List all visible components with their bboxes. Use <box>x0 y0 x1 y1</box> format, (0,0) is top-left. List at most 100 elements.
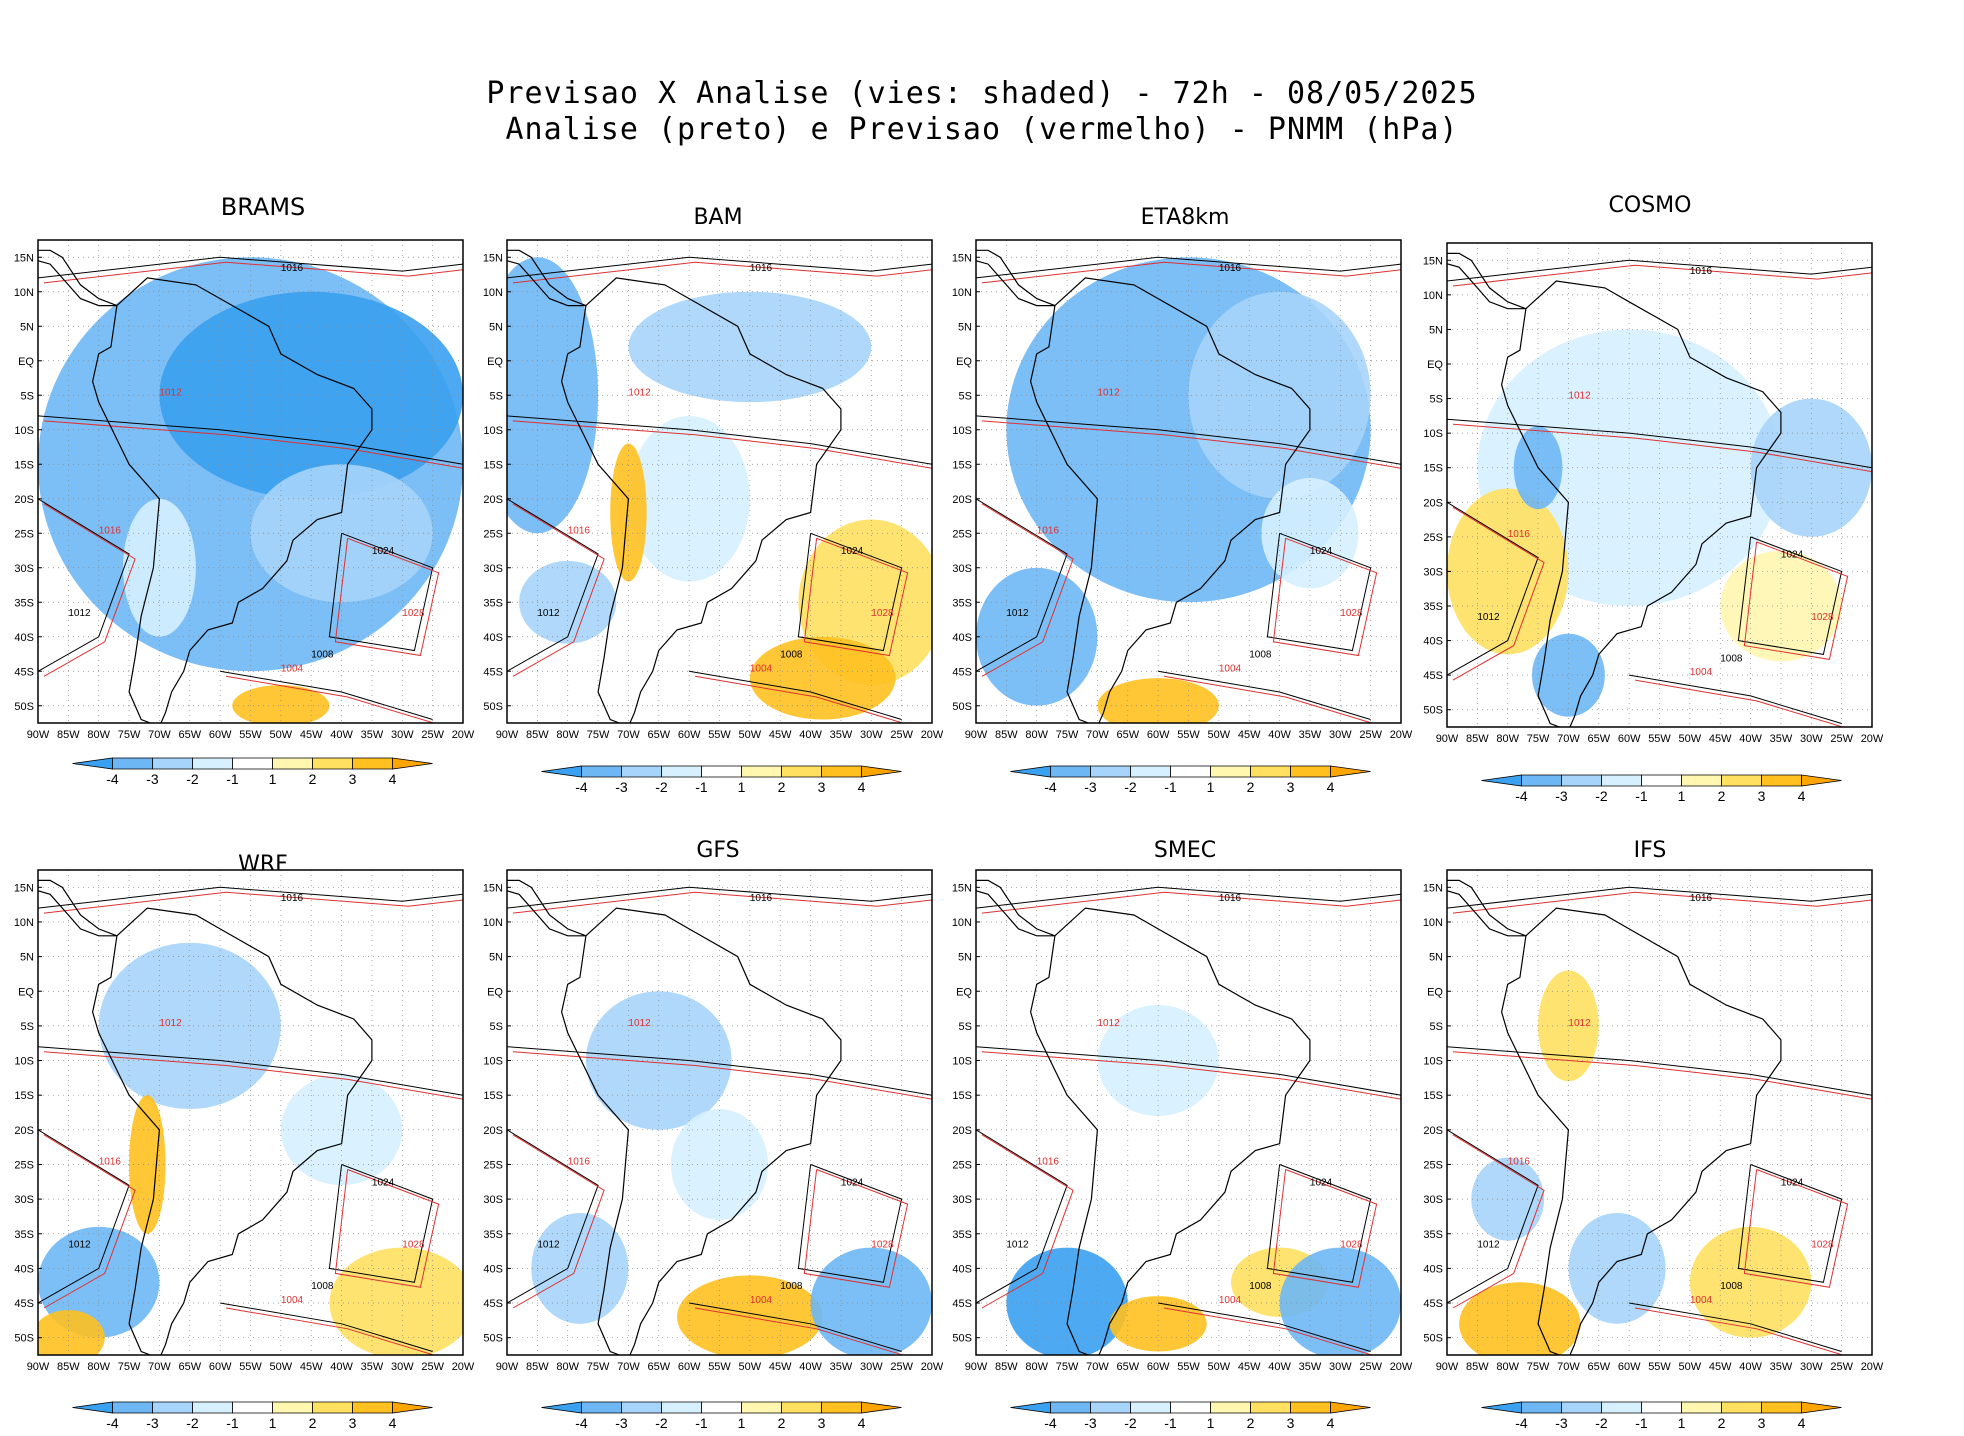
lon-tick-label: 30W <box>1329 1361 1352 1373</box>
lon-tick-label: 85W <box>526 729 549 741</box>
lat-tick-label: 5S <box>1430 1021 1443 1033</box>
isobar-label: 1016 <box>1508 1156 1531 1167</box>
lat-tick-label: 30S <box>1423 1194 1443 1206</box>
lat-tick-label: 20S <box>1423 1125 1443 1137</box>
lat-tick-label: 10N <box>952 917 972 929</box>
lon-tick-label: 85W <box>526 1361 549 1373</box>
analysis-isobar <box>507 498 599 672</box>
isobar-label: 1012 <box>1006 608 1029 619</box>
colorbar-swatch <box>1481 1401 1522 1414</box>
colorbar-swatch <box>352 757 393 770</box>
isobar-label: 1028 <box>871 1240 894 1251</box>
forecast-isobar <box>1635 1307 1845 1355</box>
coastline <box>38 879 118 937</box>
lat-tick-label: 25S <box>14 528 34 540</box>
lat-tick-label: 15N <box>952 882 972 894</box>
bias-shading <box>38 1226 160 1338</box>
colorbar-label: 2 <box>309 1415 317 1431</box>
colorbar-swatch <box>1130 1401 1171 1414</box>
analysis-isobar <box>328 1164 434 1283</box>
lat-tick-label: 40S <box>483 632 503 644</box>
colorbar-label: -4 <box>1515 788 1528 804</box>
colorbar-label: 3 <box>818 779 826 795</box>
lat-tick-label: EQ <box>1427 986 1443 998</box>
colorbar-swatch <box>581 765 622 778</box>
colorbar-swatch <box>1250 765 1291 778</box>
lat-tick-label: 5N <box>958 321 972 333</box>
lat-tick-label: 20S <box>14 494 34 506</box>
forecast-isobar <box>512 503 605 677</box>
lon-tick-label: 25W <box>890 1361 913 1373</box>
panel-title-smec: SMEC <box>1153 838 1217 863</box>
lat-tick-label: 5N <box>20 321 34 333</box>
colorbar-swatch <box>192 1401 233 1414</box>
colorbar-swatch <box>1601 774 1642 787</box>
isobar-label: 1016 <box>1037 1156 1060 1167</box>
lat-tick-label: 25S <box>952 528 972 540</box>
map-panel-ifs: 1016 1012 1024 1028 1008 1004 1012 1016 15N 10N 5N… <box>1423 869 1884 1431</box>
colorbar-swatch <box>1210 765 1251 778</box>
colorbar-swatch <box>861 765 902 778</box>
lat-tick-label: 50S <box>483 1333 503 1345</box>
colorbar-label: 3 <box>1287 1415 1295 1431</box>
colorbar-label: 4 <box>1798 1415 1806 1431</box>
colorbar-label: -4 <box>1044 1415 1057 1431</box>
isobar-label: 1012 <box>1568 391 1591 402</box>
colorbar-label: 1 <box>1207 1415 1215 1431</box>
lat-tick-label: 15N <box>1423 255 1443 267</box>
isobar-label: 1016 <box>750 263 773 274</box>
analysis-isobar <box>38 886 463 909</box>
lat-tick-label: 40S <box>14 632 34 644</box>
panel-title-bam: BAM <box>693 205 743 230</box>
forecast-isobar <box>512 1134 605 1309</box>
lat-tick-label: 30S <box>483 563 503 575</box>
analysis-isobar <box>38 1046 463 1096</box>
bias-shading <box>1689 1226 1812 1338</box>
lat-tick-label: 40S <box>952 632 972 644</box>
isobar-label: 1012 <box>68 608 91 619</box>
analysis-isobar <box>1447 501 1539 676</box>
bias-shading <box>531 1212 629 1324</box>
lon-tick-label: 30W <box>1329 729 1352 741</box>
forecast-isobar <box>334 537 440 657</box>
lon-tick-label: 55W <box>1177 729 1200 741</box>
colorbar-swatch <box>741 765 782 778</box>
colorbar-swatch <box>312 757 353 770</box>
lon-tick-label: 25W <box>421 729 444 741</box>
bias-shading <box>628 291 872 403</box>
colorbar-swatch <box>1290 1401 1331 1414</box>
lon-tick-label: 90W <box>27 1361 50 1373</box>
lat-tick-label: 40S <box>1423 1263 1443 1275</box>
analysis-isobar <box>1447 1046 1872 1096</box>
colorbar-swatch <box>72 1401 113 1414</box>
lon-tick-label: 40W <box>799 1361 822 1373</box>
colorbar-label: 3 <box>818 1415 826 1431</box>
forecast-isobar <box>226 1307 436 1355</box>
isobar-label: 1004 <box>750 1295 773 1306</box>
colorbar-label: -2 <box>1595 788 1608 804</box>
lat-tick-label: 10S <box>14 1056 34 1068</box>
lat-tick-label: 10N <box>14 287 34 299</box>
colorbar-label: -3 <box>1084 779 1097 795</box>
lon-tick-label: 50W <box>739 1361 762 1373</box>
map-panel-brams: 1016 1012 1024 1028 1008 1004 1012 1016 15N 10N 5N… <box>14 239 475 787</box>
colorbar-swatch <box>701 765 742 778</box>
lat-tick-label: 15S <box>1423 463 1443 475</box>
lon-tick-label: 60W <box>1618 733 1641 745</box>
lat-tick-label: 40S <box>483 1263 503 1275</box>
lat-tick-label: 15N <box>14 882 34 894</box>
colorbar-swatch <box>621 1401 662 1414</box>
colorbar-label: -3 <box>1555 1415 1568 1431</box>
colorbar-label: -4 <box>575 1415 588 1431</box>
map-frame <box>37 869 464 1356</box>
colorbar-label: -4 <box>575 779 588 795</box>
lat-tick-label: 15S <box>483 459 503 471</box>
map-panel-eta8km: 1016 1012 1024 1028 1008 1004 1012 1016 15N 10N 5N… <box>952 239 1413 795</box>
colorbar-swatch <box>1721 1401 1762 1414</box>
lat-tick-label: 15N <box>483 882 503 894</box>
isobar-label: 1016 <box>1690 266 1713 277</box>
lat-tick-label: 45S <box>1423 1298 1443 1310</box>
colorbar-label: 3 <box>1758 788 1766 804</box>
colorbar-label: 4 <box>389 1415 397 1431</box>
lat-tick-label: 10S <box>1423 1056 1443 1068</box>
